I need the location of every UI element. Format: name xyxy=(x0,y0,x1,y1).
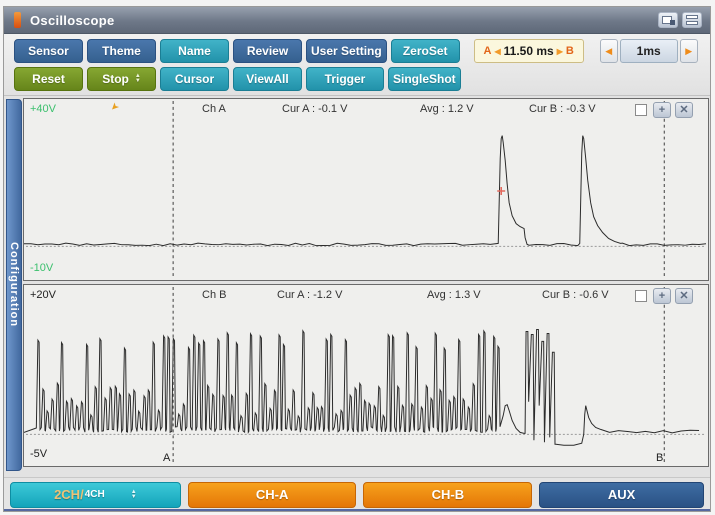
ch-a-button[interactable]: CH-A xyxy=(187,481,357,508)
toolbar: Sensor Theme Name Review User Setting Ze… xyxy=(4,34,710,96)
ch-a-label: CH-A xyxy=(255,487,289,502)
user-setting-button[interactable]: User Setting xyxy=(306,39,387,63)
waveform-plot-b[interactable] xyxy=(24,285,708,466)
user-setting-label: User Setting xyxy=(311,44,382,58)
plus-icon: + xyxy=(658,103,666,116)
cursor-a-letter: A xyxy=(483,45,492,57)
singleshot-label: SingleShot xyxy=(393,72,456,86)
ch-b-label: CH-B xyxy=(431,487,465,502)
ch-b-button[interactable]: CH-B xyxy=(363,481,533,508)
channel-a-close-button[interactable]: ✕ xyxy=(675,102,693,118)
channel-a-bottom-voltage: -10V xyxy=(30,262,54,274)
cursor-button[interactable]: Cursor xyxy=(160,67,229,91)
sensor-label: Sensor xyxy=(28,44,69,58)
title-bar: Oscilloscope xyxy=(4,7,710,34)
left-arrow-icon: ◀ xyxy=(605,45,613,56)
right-arrow-icon: ▶ xyxy=(685,45,693,56)
bottom-bar: 2CH/ 4CH ▲ ▼ CH-A CH-B AUX xyxy=(4,477,710,511)
singleshot-button[interactable]: SingleShot xyxy=(388,67,461,91)
review-label: Review xyxy=(246,44,289,58)
theme-label: Theme xyxy=(102,44,141,58)
app-title: Oscilloscope xyxy=(30,12,115,28)
window-bottom-edge xyxy=(4,509,710,511)
cursor-b-tag[interactable]: B xyxy=(656,452,664,464)
channel-a-trace xyxy=(24,135,707,247)
screen-badge xyxy=(670,20,675,25)
app-window: Oscilloscope Sensor Theme Name Review Us… xyxy=(3,6,711,512)
trigger-button[interactable]: Trigger xyxy=(306,67,384,91)
channel-b-cursor-a-value: Cur A : -1.2 V xyxy=(277,289,343,301)
channel-mode-spinner-icon: ▲ ▼ xyxy=(130,488,137,500)
channel-a-cursor-a-value: Cur A : -0.1 V xyxy=(282,103,348,115)
channel-a-top-voltage: +40V xyxy=(30,103,56,115)
channel-b-close-button[interactable]: ✕ xyxy=(675,288,693,304)
timebase-decrease-button[interactable]: ◀ xyxy=(599,39,618,63)
cursor-b-letter: B xyxy=(565,45,574,57)
channel-b-panel: +20V Ch B Cur A : -1.2 V Avg : 1.3 V Cur… xyxy=(23,284,709,467)
configuration-label: Configuration xyxy=(8,242,20,328)
cursor-a-arrow-icon: ◀ xyxy=(494,46,501,56)
timebase-value: 1ms xyxy=(619,39,678,63)
channel-b-avg-value: Avg : 1.3 V xyxy=(427,289,481,301)
channel-a-avg-value: Avg : 1.2 V xyxy=(420,103,474,115)
zeroset-button[interactable]: ZeroSet xyxy=(390,39,460,63)
channel-a-cursor-b-value: Cur B : -0.3 V xyxy=(529,103,596,115)
aux-label: AUX xyxy=(607,487,636,502)
layout-bar-top xyxy=(686,15,698,19)
cursor-a-tag[interactable]: A xyxy=(163,452,171,464)
plot-area: Configuration +40V ➤ Ch A Cur A : -0.1 V… xyxy=(4,96,710,477)
channel-b-zoom-button[interactable]: + xyxy=(653,288,671,304)
channel-a-zoom-button[interactable]: + xyxy=(653,102,671,118)
plus-icon: + xyxy=(658,289,666,302)
zeroset-label: ZeroSet xyxy=(402,44,448,58)
stop-spinner-icon: ▲ ▼ xyxy=(134,73,141,84)
window-layout-icon[interactable] xyxy=(682,12,702,28)
cursor-time-readout[interactable]: A ◀ 11.50 ms ▶ B xyxy=(473,39,584,63)
screen-capture-icon[interactable] xyxy=(658,12,678,28)
trigger-label: Trigger xyxy=(324,72,366,86)
channel-b-top-voltage: +20V xyxy=(30,289,56,301)
channel-mode-selector[interactable]: 2CH/ 4CH ▲ ▼ xyxy=(10,481,181,508)
timebase-increase-button[interactable]: ▶ xyxy=(679,39,698,63)
trigger-marker xyxy=(497,187,506,195)
cursor-label: Cursor xyxy=(174,72,215,86)
theme-button[interactable]: Theme xyxy=(87,39,156,63)
configuration-tab[interactable]: Configuration xyxy=(6,99,22,471)
reset-button[interactable]: Reset xyxy=(14,67,83,91)
reset-label: Reset xyxy=(32,72,65,86)
channel-a-name: Ch A xyxy=(202,103,226,115)
app-accent-icon xyxy=(14,12,21,28)
viewall-label: ViewAll xyxy=(246,72,289,86)
sensor-button[interactable]: Sensor xyxy=(14,39,83,63)
cursor-b-arrow-icon: ▶ xyxy=(556,46,563,56)
name-label: Name xyxy=(178,44,211,58)
stop-label: Stop xyxy=(102,72,129,86)
channel-a-checkbox[interactable] xyxy=(635,104,647,116)
viewall-button[interactable]: ViewAll xyxy=(233,67,302,91)
channel-b-bottom-voltage: -5V xyxy=(30,448,48,460)
stop-button[interactable]: Stop ▲ ▼ xyxy=(87,67,156,91)
channel-b-cursor-b-value: Cur B : -0.6 V xyxy=(542,289,609,301)
channel-mode-current: 2CH/ xyxy=(54,487,84,502)
channel-b-name: Ch B xyxy=(202,289,227,301)
channel-mode-alt: 4CH xyxy=(84,489,105,500)
close-icon: ✕ xyxy=(679,289,689,302)
aux-button[interactable]: AUX xyxy=(539,481,705,508)
channel-b-trace xyxy=(24,329,700,446)
cursor-delta-time: 11.50 ms xyxy=(503,44,554,58)
waveform-plot-a[interactable] xyxy=(24,99,708,280)
review-button[interactable]: Review xyxy=(233,39,302,63)
name-button[interactable]: Name xyxy=(160,39,229,63)
layout-bar-bottom xyxy=(686,21,698,25)
channel-b-checkbox[interactable] xyxy=(635,290,647,302)
timebase-control: ◀ 1ms ▶ xyxy=(599,39,698,63)
channel-a-panel: +40V ➤ Ch A Cur A : -0.1 V Avg : 1.2 V C… xyxy=(23,98,709,281)
close-icon: ✕ xyxy=(679,103,689,116)
